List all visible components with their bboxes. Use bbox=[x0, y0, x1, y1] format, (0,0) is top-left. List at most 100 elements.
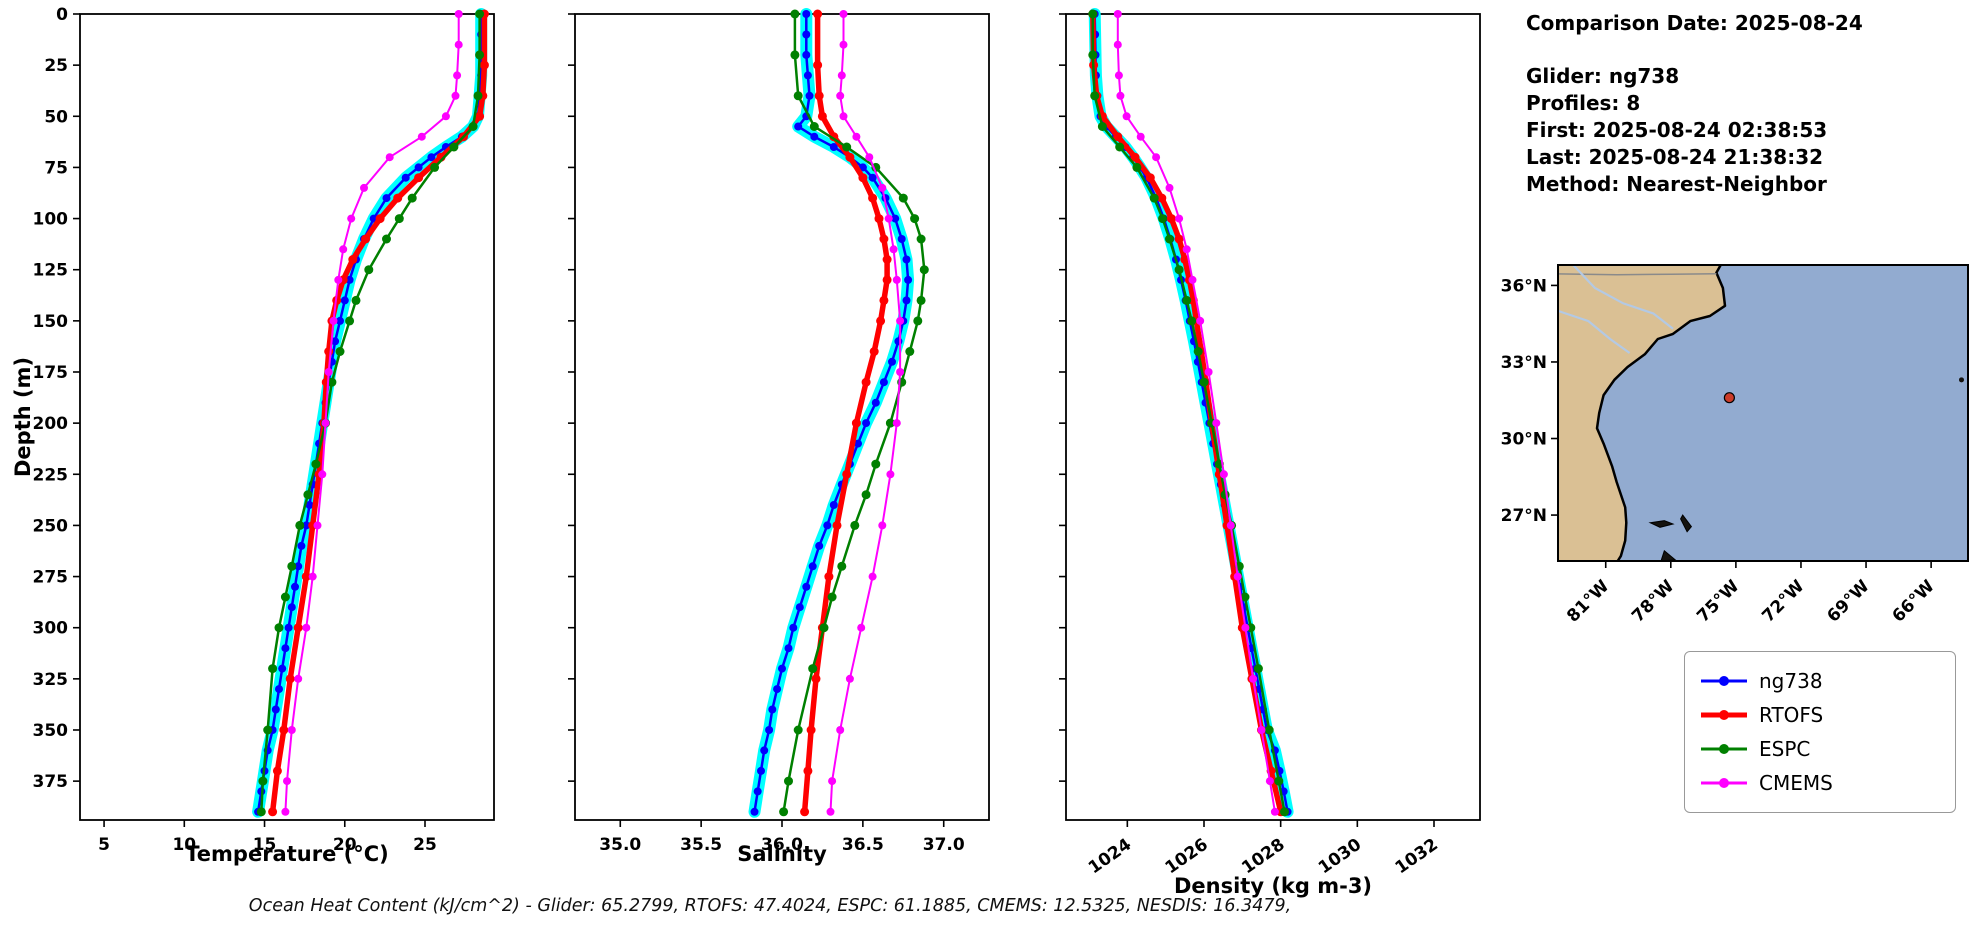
series-ESPC bbox=[779, 9, 929, 817]
ESPC-marker bbox=[779, 807, 789, 817]
ESPC-marker bbox=[913, 316, 923, 326]
ng738-marker bbox=[427, 153, 436, 162]
ESPC-marker bbox=[473, 91, 483, 101]
plot-density: 1024 1026 1028 1030 1032 Density (kg m-3) bbox=[1059, 8, 1481, 898]
CMEMS-marker bbox=[839, 10, 848, 18]
ng738-marker bbox=[750, 807, 759, 816]
RTOFS-marker bbox=[1174, 234, 1184, 244]
ng738-marker bbox=[904, 275, 913, 284]
ESPC-marker bbox=[475, 9, 485, 19]
ng738-marker bbox=[871, 398, 880, 407]
ESPC-marker bbox=[280, 592, 290, 602]
ESPC-marker bbox=[910, 214, 920, 224]
RTOFS-marker bbox=[879, 234, 889, 244]
ESPC-marker bbox=[1182, 295, 1192, 305]
CMEMS-marker bbox=[1249, 674, 1258, 683]
RTOFS-marker bbox=[842, 469, 852, 479]
lon-tick-label: 81°W bbox=[1563, 576, 1613, 626]
CMEMS-marker bbox=[1270, 807, 1279, 816]
CMEMS-marker bbox=[886, 470, 895, 479]
CMEMS-marker bbox=[329, 316, 338, 325]
ng738-marker bbox=[802, 50, 811, 59]
ESPC-marker bbox=[790, 50, 800, 60]
CMEMS-marker bbox=[839, 40, 848, 49]
ESPC-marker bbox=[1090, 91, 1100, 101]
RTOFS-marker bbox=[285, 674, 295, 684]
CMEMS-marker bbox=[1136, 132, 1145, 141]
y-tick-label: 75 bbox=[44, 158, 68, 178]
ESPC-marker bbox=[1132, 162, 1142, 172]
series-CMEMS bbox=[826, 10, 905, 816]
RTOFS-marker bbox=[876, 316, 886, 326]
x-tick-label: 25 bbox=[413, 835, 437, 855]
CMEMS-marker bbox=[1226, 521, 1235, 530]
CMEMS-marker bbox=[451, 91, 460, 100]
RTOFS-marker bbox=[475, 111, 485, 121]
info-line: Method: Nearest-Neighbor bbox=[1526, 172, 1827, 196]
series-CMEMS bbox=[281, 10, 463, 816]
RTOFS-marker bbox=[348, 255, 358, 264]
CMEMS-marker bbox=[892, 419, 901, 428]
RTOFS-marker bbox=[1157, 193, 1167, 203]
x-tick-label: 1028 bbox=[1238, 835, 1288, 879]
ESPC-marker bbox=[258, 776, 268, 786]
ESPC-marker bbox=[1165, 234, 1174, 244]
ESPC-marker bbox=[871, 459, 881, 469]
lat-tick-label: 36°N bbox=[1501, 276, 1547, 296]
CMEMS-marker bbox=[868, 572, 877, 581]
ng738-marker bbox=[340, 296, 349, 305]
CMEMS-marker bbox=[1233, 572, 1242, 581]
ESPC-marker bbox=[1097, 122, 1107, 131]
lat-tick-label: 33°N bbox=[1501, 353, 1547, 373]
ESPC-marker bbox=[842, 142, 852, 152]
ohc-footnote: Ocean Heat Content (kJ/cm^2) - Glider: 6… bbox=[248, 896, 1292, 916]
CMEMS-marker bbox=[837, 71, 846, 80]
ESPC-marker bbox=[468, 122, 478, 131]
ESPC-marker bbox=[1193, 347, 1203, 356]
CMEMS-line bbox=[1116, 14, 1276, 812]
ng738-marker bbox=[302, 521, 311, 530]
y-tick-label: 125 bbox=[33, 261, 69, 281]
RTOFS-marker bbox=[293, 623, 303, 633]
RTOFS-marker bbox=[832, 520, 842, 530]
CMEMS-marker bbox=[1219, 470, 1228, 479]
map-frame bbox=[1557, 264, 1969, 562]
CMEMS-marker bbox=[308, 572, 317, 581]
CMEMS-marker bbox=[889, 245, 898, 254]
CMEMS-marker bbox=[836, 726, 845, 734]
RTOFS-marker bbox=[845, 152, 855, 162]
ESPC-marker bbox=[793, 725, 803, 735]
ESPC-marker bbox=[1088, 50, 1098, 60]
CMEMS-marker bbox=[313, 521, 322, 530]
y-tick-label: 350 bbox=[33, 721, 69, 741]
RTOFS-marker bbox=[414, 173, 424, 183]
ESPC-marker bbox=[916, 295, 926, 305]
ESPC-marker bbox=[335, 347, 345, 356]
ng738-marker bbox=[854, 439, 862, 448]
ESPC-marker bbox=[274, 623, 284, 633]
land bbox=[1558, 265, 1725, 561]
y-tick-label: 300 bbox=[33, 619, 69, 639]
info-line: First: 2025-08-24 02:38:53 bbox=[1526, 118, 1828, 142]
ng738-marker bbox=[803, 71, 812, 80]
density-axis-label: Density (kg m-3) bbox=[1174, 874, 1372, 898]
CMEMS-marker bbox=[845, 674, 854, 683]
ESPC-marker bbox=[861, 490, 871, 500]
RTOFS-marker bbox=[279, 725, 289, 735]
CMEMS-marker bbox=[1265, 777, 1274, 786]
legend-label: ESPC bbox=[1759, 737, 1811, 761]
glider-position-marker bbox=[1723, 392, 1735, 404]
CMEMS-marker bbox=[287, 726, 296, 734]
CMEMS-marker bbox=[857, 623, 866, 632]
ESPC-marker bbox=[1253, 664, 1263, 674]
ESPC-marker bbox=[1280, 807, 1289, 817]
CMEMS-marker bbox=[865, 153, 874, 162]
ESPC-marker bbox=[1274, 776, 1284, 786]
ESPC-marker bbox=[808, 664, 818, 674]
ng738-marker bbox=[862, 419, 871, 428]
ESPC-marker bbox=[345, 316, 355, 326]
x-tick-label: 35.0 bbox=[599, 835, 641, 855]
CMEMS-marker bbox=[1241, 623, 1250, 632]
RTOFS-marker bbox=[806, 725, 816, 735]
ESPC-marker bbox=[303, 490, 313, 500]
